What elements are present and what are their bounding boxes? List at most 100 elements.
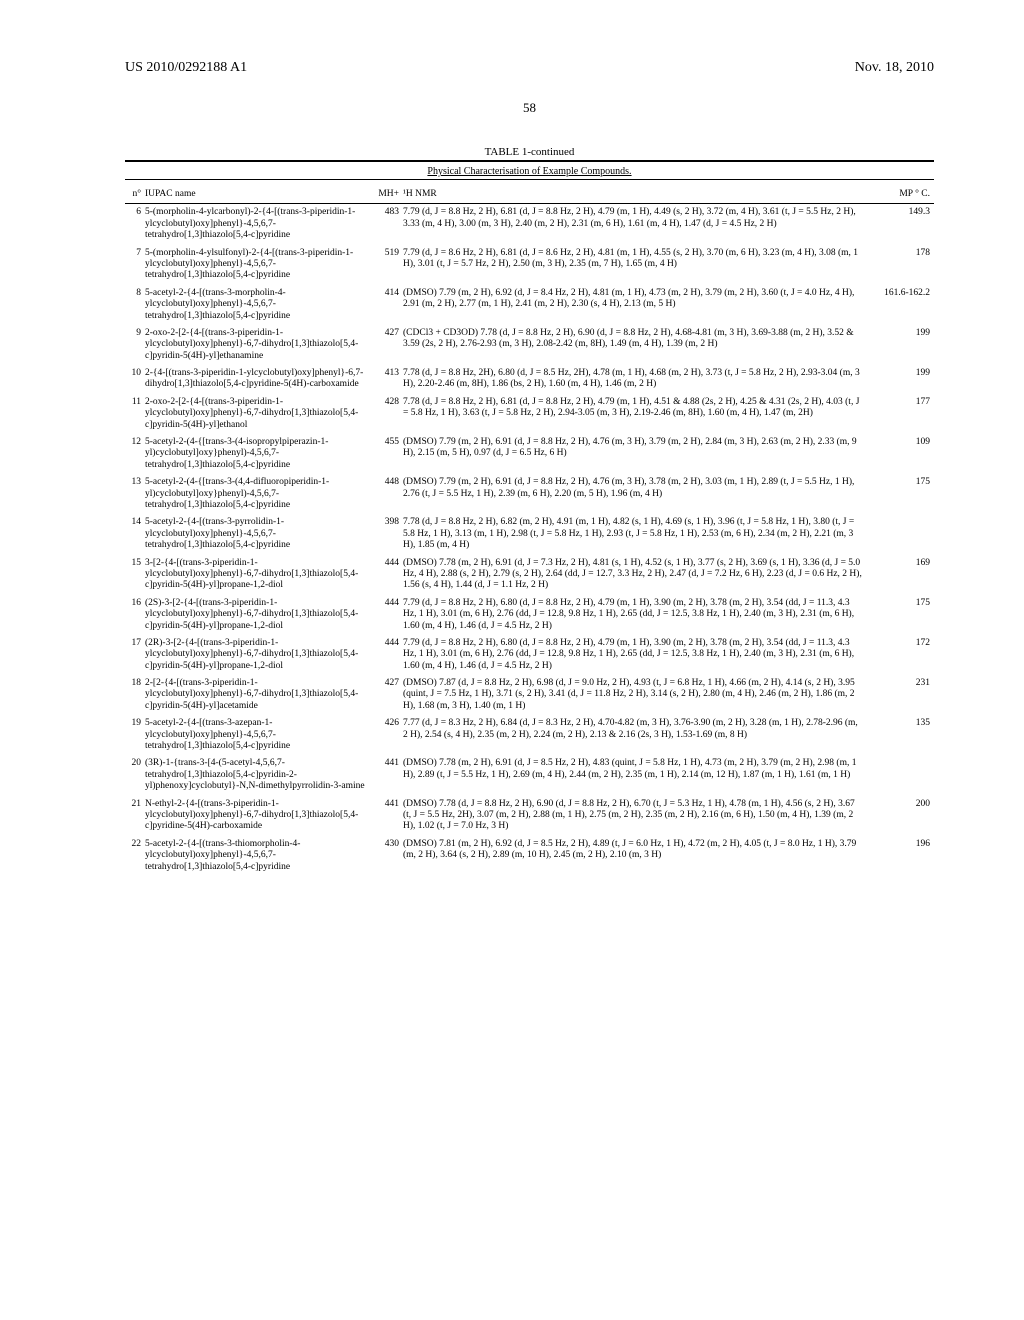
cell-nmr: (DMSO) 7.81 (m, 2 H), 6.92 (d, J = 8.5 H…: [403, 836, 870, 876]
publication-date: Nov. 18, 2010: [855, 60, 934, 76]
cell-nmr: 7.79 (d, J = 8.6 Hz, 2 H), 6.81 (d, J = …: [403, 245, 870, 285]
cell-mh: 519: [375, 245, 403, 285]
cell-n: 7: [125, 245, 145, 285]
col-header-nmr: ¹H NMR: [403, 186, 870, 204]
table-header-row: n° IUPAC name MH+ ¹H NMR MP ° C.: [125, 186, 934, 204]
table-row: 125-acetyl-2-(4-{[trans-3-(4-isopropylpi…: [125, 434, 934, 474]
cell-mh: 428: [375, 394, 403, 434]
publication-number: US 2010/0292188 A1: [125, 60, 247, 76]
cell-nmr: 7.79 (d, J = 8.8 Hz, 2 H), 6.80 (d, J = …: [403, 635, 870, 675]
cell-nmr: 7.79 (d, J = 8.8 Hz, 2 H), 6.80 (d, J = …: [403, 595, 870, 635]
table-row: 21N-ethyl-2-{4-[(trans-3-piperidin-1-ylc…: [125, 796, 934, 836]
cell-n: 11: [125, 394, 145, 434]
cell-nmr: (DMSO) 7.79 (m, 2 H), 6.91 (d, J = 8.8 H…: [403, 434, 870, 474]
cell-mp: [870, 514, 934, 554]
cell-mp: 172: [870, 635, 934, 675]
cell-nmr: (DMSO) 7.79 (m, 2 H), 6.92 (d, J = 8.4 H…: [403, 285, 870, 325]
cell-n: 6: [125, 204, 145, 245]
cell-iupac: 5-acetyl-2-{4-[(trans-3-morpholin-4-ylcy…: [145, 285, 375, 325]
cell-iupac: (2R)-3-[2-{4-[(trans-3-piperidin-1-ylcyc…: [145, 635, 375, 675]
cell-n: 22: [125, 836, 145, 876]
table-row: 135-acetyl-2-(4-{[trans-3-(4,4-difluorop…: [125, 474, 934, 514]
cell-mp: 196: [870, 836, 934, 876]
cell-iupac: 2-oxo-2-[2-{4-[(trans-3-piperidin-1-ylcy…: [145, 394, 375, 434]
cell-n: 21: [125, 796, 145, 836]
table-row: 20(3R)-1-{trans-3-[4-(5-acetyl-4,5,6,7-t…: [125, 755, 934, 795]
cell-mp: 161.6-162.2: [870, 285, 934, 325]
cell-mh: 455: [375, 434, 403, 474]
cell-mp: 178: [870, 245, 934, 285]
cell-mh: 444: [375, 595, 403, 635]
cell-mp: 177: [870, 394, 934, 434]
table-row: 225-acetyl-2-{4-[(trans-3-thiomorpholin-…: [125, 836, 934, 876]
page-header: US 2010/0292188 A1 Nov. 18, 2010: [125, 60, 934, 76]
table-row: 102-{4-[(trans-3-piperidin-1-ylcyclobuty…: [125, 365, 934, 394]
table-row: 195-acetyl-2-{4-[(trans-3-azepan-1-ylcyc…: [125, 715, 934, 755]
cell-mp: 135: [870, 715, 934, 755]
cell-iupac: 3-[2-{4-[(trans-3-piperidin-1-ylcyclobut…: [145, 555, 375, 595]
table-row: 182-[2-{4-[(trans-3-piperidin-1-ylcyclob…: [125, 675, 934, 715]
cell-mp: 231: [870, 675, 934, 715]
cell-mh: 444: [375, 635, 403, 675]
cell-mh: 430: [375, 836, 403, 876]
table-row: 75-(morpholin-4-ylsulfonyl)-2-{4-[(trans…: [125, 245, 934, 285]
table-row: 112-oxo-2-[2-{4-[(trans-3-piperidin-1-yl…: [125, 394, 934, 434]
col-header-mh: MH+: [375, 186, 403, 204]
cell-nmr: 7.77 (d, J = 8.3 Hz, 2 H), 6.84 (d, J = …: [403, 715, 870, 755]
cell-mp: 199: [870, 325, 934, 365]
cell-mh: 427: [375, 675, 403, 715]
cell-n: 20: [125, 755, 145, 795]
cell-n: 19: [125, 715, 145, 755]
table-row: 85-acetyl-2-{4-[(trans-3-morpholin-4-ylc…: [125, 285, 934, 325]
cell-iupac: 5-acetyl-2-{4-[(trans-3-thiomorpholin-4-…: [145, 836, 375, 876]
cell-iupac: 5-acetyl-2-{4-[(trans-3-pyrrolidin-1-ylc…: [145, 514, 375, 554]
cell-mp: 109: [870, 434, 934, 474]
cell-iupac: 5-acetyl-2-(4-{[trans-3-(4,4-difluoropip…: [145, 474, 375, 514]
col-header-mp: MP ° C.: [870, 186, 934, 204]
cell-mh: 441: [375, 796, 403, 836]
cell-mh: 448: [375, 474, 403, 514]
cell-mp: 169: [870, 555, 934, 595]
cell-mh: 414: [375, 285, 403, 325]
cell-iupac: 2-{4-[(trans-3-piperidin-1-ylcyclobutyl)…: [145, 365, 375, 394]
cell-nmr: (DMSO) 7.78 (d, J = 8.8 Hz, 2 H), 6.90 (…: [403, 796, 870, 836]
col-header-iupac: IUPAC name: [145, 186, 375, 204]
cell-n: 8: [125, 285, 145, 325]
cell-n: 13: [125, 474, 145, 514]
cell-mh: 426: [375, 715, 403, 755]
cell-mp: [870, 755, 934, 795]
table-title: TABLE 1-continued: [125, 146, 934, 158]
cell-nmr: (DMSO) 7.79 (m, 2 H), 6.91 (d, J = 8.8 H…: [403, 474, 870, 514]
cell-n: 17: [125, 635, 145, 675]
cell-nmr: 7.78 (d, J = 8.8 Hz, 2 H), 6.82 (m, 2 H)…: [403, 514, 870, 554]
cell-n: 9: [125, 325, 145, 365]
cell-iupac: 5-(morpholin-4-ylsulfonyl)-2-{4-[(trans-…: [145, 245, 375, 285]
cell-iupac: 5-acetyl-2-{4-[(trans-3-azepan-1-ylcyclo…: [145, 715, 375, 755]
cell-nmr: 7.78 (d, J = 8.8 Hz, 2 H), 6.81 (d, J = …: [403, 394, 870, 434]
cell-mh: 483: [375, 204, 403, 245]
col-header-n: n°: [125, 186, 145, 204]
cell-n: 12: [125, 434, 145, 474]
cell-iupac: N-ethyl-2-{4-[(trans-3-piperidin-1-ylcyc…: [145, 796, 375, 836]
cell-iupac: 2-oxo-2-[2-{4-[(trans-3-piperidin-1-ylcy…: [145, 325, 375, 365]
cell-iupac: (2S)-3-[2-{4-[(trans-3-piperidin-1-ylcyc…: [145, 595, 375, 635]
page-number: 58: [125, 100, 934, 116]
cell-n: 15: [125, 555, 145, 595]
table-row: 92-oxo-2-[2-{4-[(trans-3-piperidin-1-ylc…: [125, 325, 934, 365]
cell-iupac: 2-[2-{4-[(trans-3-piperidin-1-ylcyclobut…: [145, 675, 375, 715]
cell-n: 10: [125, 365, 145, 394]
table-row: 65-(morpholin-4-ylcarbonyl)-2-{4-[(trans…: [125, 204, 934, 245]
cell-iupac: 5-acetyl-2-(4-{[trans-3-(4-isopropylpipe…: [145, 434, 375, 474]
cell-n: 14: [125, 514, 145, 554]
cell-mh: 441: [375, 755, 403, 795]
cell-iupac: (3R)-1-{trans-3-[4-(5-acetyl-4,5,6,7-tet…: [145, 755, 375, 795]
table-row: 16(2S)-3-[2-{4-[(trans-3-piperidin-1-ylc…: [125, 595, 934, 635]
cell-mh: 444: [375, 555, 403, 595]
cell-mh: 413: [375, 365, 403, 394]
cell-mh: 398: [375, 514, 403, 554]
table-subtitle: Physical Characterisation of Example Com…: [125, 161, 934, 180]
cell-nmr: (DMSO) 7.87 (d, J = 8.8 Hz, 2 H), 6.98 (…: [403, 675, 870, 715]
cell-nmr: (DMSO) 7.78 (m, 2 H), 6.91 (d, J = 7.3 H…: [403, 555, 870, 595]
cell-iupac: 5-(morpholin-4-ylcarbonyl)-2-{4-[(trans-…: [145, 204, 375, 245]
cell-mp: 149.3: [870, 204, 934, 245]
